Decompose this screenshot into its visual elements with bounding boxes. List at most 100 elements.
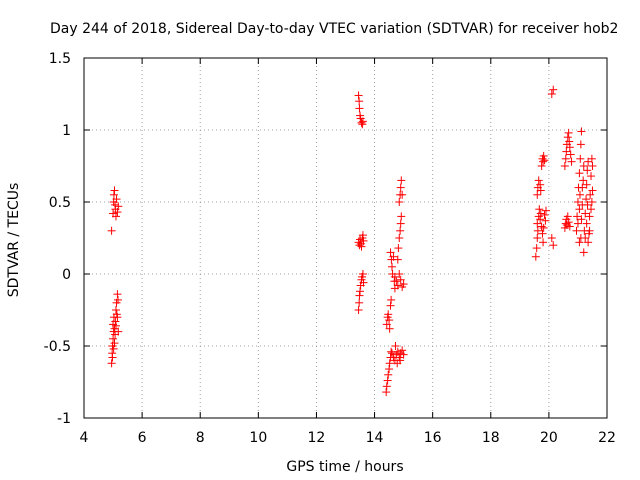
y-tick-label: 1 (62, 123, 71, 139)
data-point (536, 215, 545, 224)
data-point (575, 190, 584, 199)
data-point (396, 219, 405, 228)
data-point (358, 117, 367, 126)
data-point (387, 347, 396, 356)
x-tick-label: 6 (138, 430, 147, 446)
data-point (564, 218, 573, 227)
data-point (355, 291, 364, 300)
data-point (537, 222, 546, 231)
data-point (587, 205, 596, 214)
data-points (107, 85, 597, 397)
data-point (109, 190, 118, 199)
x-tick-label: 4 (80, 430, 89, 446)
data-point (109, 344, 118, 353)
data-point (564, 128, 573, 137)
y-tick-label: 1.5 (49, 51, 71, 67)
data-point (585, 226, 594, 235)
data-point (112, 195, 121, 204)
data-point (575, 205, 584, 214)
x-tick-label: 18 (482, 430, 500, 446)
data-point (541, 206, 550, 215)
data-point (575, 238, 584, 247)
data-point (399, 350, 408, 359)
data-point (358, 270, 367, 278)
data-point (397, 212, 406, 221)
data-point (387, 295, 396, 304)
data-point (386, 301, 395, 310)
data-point (547, 90, 556, 98)
data-point (383, 376, 392, 385)
data-point (562, 147, 571, 156)
data-point (355, 97, 364, 106)
data-point (535, 205, 544, 214)
data-point (565, 143, 574, 152)
y-axis-label: SDTVAR / TECUs (6, 183, 22, 298)
x-tick-label: 8 (196, 430, 205, 446)
y-tick-label: -1 (57, 411, 71, 427)
data-point (111, 321, 120, 330)
data-point (386, 248, 395, 257)
data-point (582, 180, 591, 189)
data-point (536, 209, 545, 218)
data-point (395, 270, 404, 278)
data-point (541, 216, 550, 225)
data-point (587, 154, 596, 163)
data-point (531, 252, 540, 261)
data-point (387, 349, 396, 358)
data-point (395, 234, 404, 242)
data-point (547, 234, 556, 242)
data-point (575, 169, 584, 178)
data-point (563, 212, 572, 221)
data-point (539, 151, 548, 160)
data-point (540, 210, 549, 219)
data-point (384, 310, 393, 319)
data-point (359, 236, 368, 245)
data-point (113, 295, 122, 304)
data-point (398, 346, 407, 355)
data-point (561, 154, 570, 163)
data-point (111, 317, 120, 326)
data-point (382, 320, 391, 329)
data-point (565, 222, 574, 231)
data-point (113, 290, 122, 299)
data-point (565, 137, 574, 146)
data-point (578, 183, 587, 192)
data-point (588, 186, 597, 195)
data-point (573, 198, 582, 206)
data-point (399, 280, 408, 289)
data-point (110, 339, 119, 348)
data-point (354, 91, 363, 100)
data-point (385, 365, 394, 374)
data-point (563, 133, 572, 142)
data-point (572, 226, 581, 235)
data-point (385, 359, 394, 368)
data-point (109, 334, 118, 343)
data-point (588, 162, 597, 170)
plot-frame (83, 57, 608, 419)
data-point (566, 150, 575, 159)
data-point (396, 275, 405, 284)
data-point (395, 198, 404, 206)
data-point (539, 157, 548, 166)
data-point (577, 127, 586, 136)
data-point (393, 281, 402, 290)
data-point (396, 226, 405, 235)
data-point (583, 166, 592, 175)
grid-lines (84, 58, 607, 418)
data-point (384, 370, 393, 379)
data-point (581, 209, 590, 218)
data-point (539, 238, 548, 247)
data-point (396, 183, 405, 192)
data-point (586, 190, 595, 199)
x-tick-label: 16 (424, 430, 442, 446)
data-point (579, 248, 588, 257)
data-point (587, 172, 596, 181)
data-point (397, 176, 406, 185)
data-point (392, 277, 401, 286)
x-tick-label: 20 (540, 430, 558, 446)
data-point (110, 186, 119, 195)
data-point (549, 241, 558, 250)
data-point (355, 241, 364, 250)
